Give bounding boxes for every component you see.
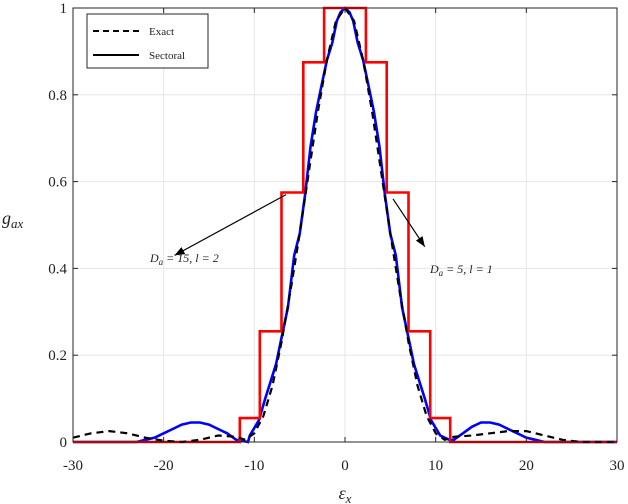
x-tick-label: 20 [519, 458, 534, 474]
legend: Exact Sectoral [86, 13, 209, 69]
y-tick-label: 0.6 [48, 175, 67, 191]
x-tick-label: -30 [63, 458, 83, 474]
x-tick-label: -20 [154, 458, 174, 474]
y-tick-label: 0 [60, 435, 68, 451]
y-tick-label: 0.8 [48, 88, 67, 104]
x-tick-label: 10 [428, 458, 443, 474]
annotation-da15-arrowhead [174, 247, 186, 256]
ticks: -30 -20 -10 0 10 20 30 0 0.2 0.4 0.6 0.8 1 [48, 1, 624, 474]
y-tick-label: 1 [60, 1, 68, 17]
legend-box [86, 13, 209, 69]
legend-sectoral-label: Sectoral [149, 50, 185, 62]
legend-exact-label: Exact [149, 26, 174, 38]
x-tick-label: 0 [341, 458, 349, 474]
series-exact-line [72, 6, 617, 444]
annotation-da5-arrowhead [415, 236, 425, 247]
x-tick-label: -10 [244, 458, 264, 474]
annotation-da15-arrow [174, 194, 287, 256]
y-tick-label: 0.4 [48, 261, 67, 277]
x-axis-label: εx [339, 483, 352, 504]
annotations: Da = 15, l = 2 Da = 5, l = 1 [149, 194, 493, 278]
y-axis-label: gax [2, 208, 24, 231]
x-tick-label: 30 [610, 458, 625, 474]
annotation-da5: Da = 5, l = 1 [429, 262, 493, 278]
annotation-da15: Da = 15, l = 2 [149, 251, 219, 267]
y-tick-label: 0.2 [48, 348, 67, 364]
